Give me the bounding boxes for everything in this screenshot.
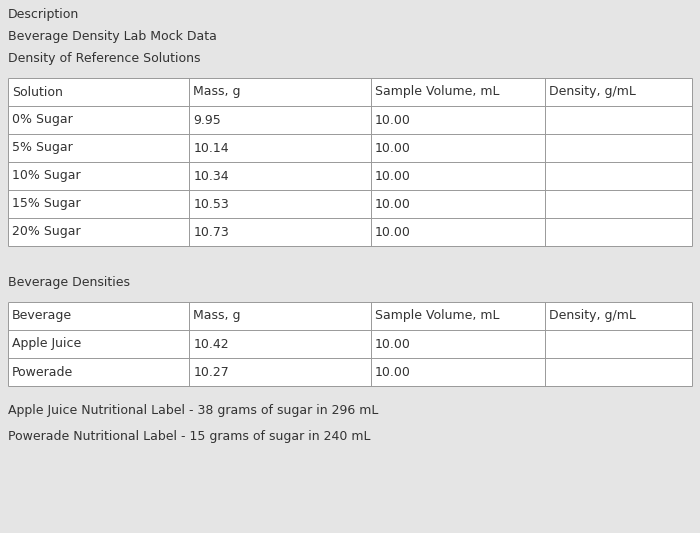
Text: 10.00: 10.00	[374, 141, 410, 155]
Text: 10.34: 10.34	[193, 169, 229, 182]
Text: 20% Sugar: 20% Sugar	[12, 225, 81, 238]
Text: 10.00: 10.00	[374, 169, 410, 182]
Bar	[8, 302, 692, 386]
Text: 15% Sugar: 15% Sugar	[12, 198, 81, 211]
Text: Apple Juice Nutritional Label - 38 grams of sugar in 296 mL: Apple Juice Nutritional Label - 38 grams…	[8, 404, 379, 417]
Text: Density of Reference Solutions: Density of Reference Solutions	[8, 52, 200, 65]
Text: Beverage: Beverage	[12, 310, 72, 322]
Text: Density, g/mL: Density, g/mL	[549, 85, 636, 99]
Bar	[8, 78, 692, 246]
Text: Solution: Solution	[12, 85, 63, 99]
Text: 5% Sugar: 5% Sugar	[12, 141, 73, 155]
Text: Description: Description	[8, 8, 79, 21]
Text: Beverage Density Lab Mock Data: Beverage Density Lab Mock Data	[8, 30, 217, 43]
Text: 10.14: 10.14	[193, 141, 229, 155]
Text: 10.00: 10.00	[374, 366, 410, 378]
Text: Powerade Nutritional Label - 15 grams of sugar in 240 mL: Powerade Nutritional Label - 15 grams of…	[8, 430, 370, 443]
Text: Mass, g: Mass, g	[193, 85, 241, 99]
Text: 10.73: 10.73	[193, 225, 229, 238]
Text: 0% Sugar: 0% Sugar	[12, 114, 73, 126]
Text: 10% Sugar: 10% Sugar	[12, 169, 81, 182]
Text: 10.00: 10.00	[374, 225, 410, 238]
Text: Sample Volume, mL: Sample Volume, mL	[374, 310, 499, 322]
Text: Powerade: Powerade	[12, 366, 74, 378]
Text: 10.00: 10.00	[374, 337, 410, 351]
Text: Apple Juice: Apple Juice	[12, 337, 81, 351]
Text: 10.00: 10.00	[374, 114, 410, 126]
Text: Mass, g: Mass, g	[193, 310, 241, 322]
Text: 9.95: 9.95	[193, 114, 221, 126]
Text: 10.27: 10.27	[193, 366, 229, 378]
Text: Beverage Densities: Beverage Densities	[8, 276, 130, 289]
Text: Density, g/mL: Density, g/mL	[549, 310, 636, 322]
Text: 10.00: 10.00	[374, 198, 410, 211]
Text: 10.53: 10.53	[193, 198, 229, 211]
Text: 10.42: 10.42	[193, 337, 229, 351]
Text: Sample Volume, mL: Sample Volume, mL	[374, 85, 499, 99]
